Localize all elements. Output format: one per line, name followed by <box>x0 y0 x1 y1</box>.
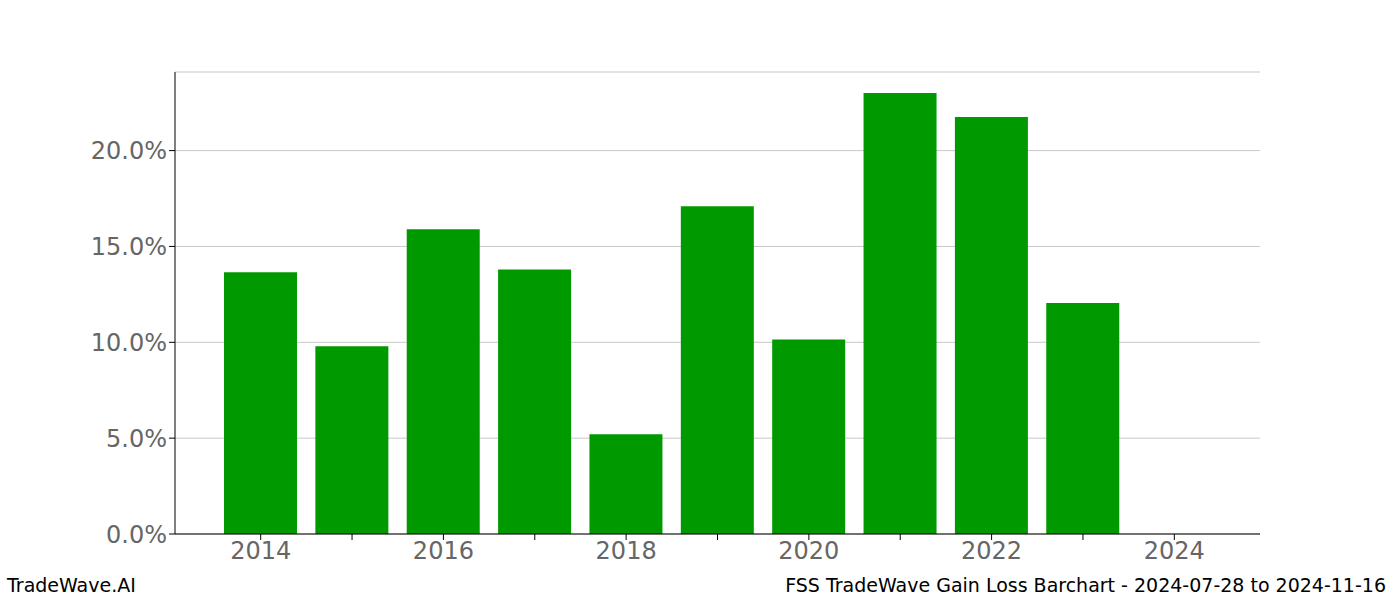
svg-text:2018: 2018 <box>596 537 657 565</box>
svg-text:2020: 2020 <box>778 537 839 565</box>
svg-text:10.0%: 10.0% <box>91 329 167 357</box>
svg-text:2016: 2016 <box>413 537 474 565</box>
svg-text:0.0%: 0.0% <box>106 521 167 549</box>
svg-text:5.0%: 5.0% <box>106 425 167 453</box>
svg-text:2014: 2014 <box>230 537 291 565</box>
html-text:FSS TradeWave Gain Loss Barcha: FSS TradeWave Gain Loss Barchart - 2024-… <box>785 574 1386 596</box>
html-text:TradeWave.AI: TradeWave.AI <box>7 574 136 596</box>
svg-text:2024: 2024 <box>1144 537 1205 565</box>
svg-text:2022: 2022 <box>961 537 1022 565</box>
svg-text:20.0%: 20.0% <box>91 137 167 165</box>
svg-text:15.0%: 15.0% <box>91 233 167 261</box>
